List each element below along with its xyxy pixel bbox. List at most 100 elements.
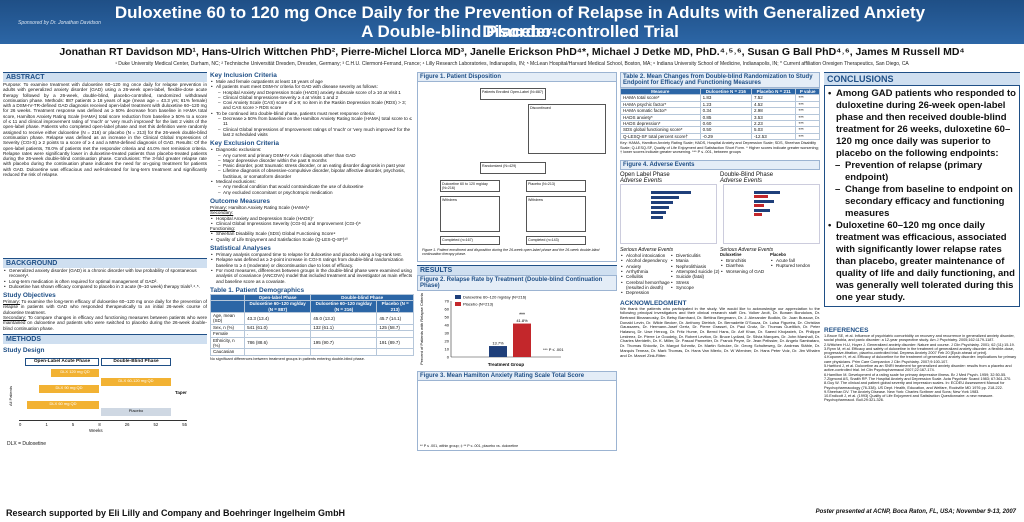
- weeks-ticks: 0 1 5 8 26 52 55: [19, 422, 187, 427]
- dlx-box: Duloxetine 60 to 120 mg/day (N=216): [440, 180, 500, 192]
- open-label-phase-label: Open-Label Acute Phase: [25, 357, 99, 366]
- column-1: ABSTRACT Purpose: To examine treatment w…: [3, 72, 207, 504]
- legend-label: Duloxetine 60–120 mg/day (N=216): [463, 295, 527, 300]
- fig4-left-sub: Adverse Events: [620, 178, 663, 185]
- outcome-secondary-label: Secondary:: [210, 210, 234, 216]
- background-heading: BACKGROUND: [3, 258, 207, 268]
- footer-funding: Research supported by Eli Lilly and Comp…: [6, 508, 346, 518]
- exclusion-item: Diagnostic exclusions:: [210, 147, 414, 153]
- statistical-item: For most measures, differences between g…: [210, 268, 414, 284]
- reference-item: 3.Rynn M, et al. Efficacy and safety of …: [824, 346, 1014, 356]
- exclusion-sub: Lifetime diagnosis of obsessive-compulsi…: [210, 168, 414, 179]
- statistical-item: Primary analysis compared time to relaps…: [210, 252, 414, 258]
- fig3-chart-area: ** P ≤ .001, within group; ‡ ** P ≤ .001…: [417, 381, 617, 451]
- table1-col: Duloxetine 60–120 mg/day (N = 887): [244, 300, 312, 314]
- fig3-title: Figure 3. Mean Hamilton Anxiety Rating S…: [417, 371, 617, 381]
- sa-right-title: Serious Adverse Events: [720, 247, 774, 254]
- reference-item: 10.Endicott J, et al. (1993) Quality of …: [824, 394, 994, 403]
- y-tick-label: 40: [445, 323, 450, 328]
- continuation-dlx: DLX 60-120 mg QD: [101, 377, 171, 386]
- table1-col: Duloxetine 60–120 mg/day (N = 216): [310, 300, 378, 314]
- column-2: Key Inclusion Criteria Male and female o…: [210, 72, 414, 504]
- outcome-primary: Hamilton Anxiety Rating Scale (HAMA)⁶: [228, 204, 310, 210]
- table1-group: Open-label Phase: [244, 293, 312, 302]
- secondary-label: Secondary:: [3, 315, 27, 321]
- objectives-heading: Study Objectives: [3, 292, 56, 300]
- continuation-placebo: Placebo: [101, 407, 171, 416]
- taper-label: Taper: [175, 389, 187, 395]
- references-heading: REFERENCES: [824, 327, 869, 334]
- week-tick: 1: [45, 421, 48, 427]
- functioning-label: Functioning:: [210, 226, 236, 232]
- background-item: Generalized anxiety disorder (GAD) is a …: [3, 268, 207, 279]
- conclusion-sub: Change from baseline to endpoint on seco…: [827, 184, 1017, 220]
- reference-item: 2.Wittchen H-U, Hoyer J. Generalized anx…: [824, 342, 1015, 347]
- y-axis-label: Percent of Patients with Relapse Criteri…: [419, 292, 424, 365]
- results-heading: RESULTS: [417, 265, 617, 275]
- withdrew-pbo-box: Withdrew: [526, 196, 586, 232]
- table-row: SDS global functioning score* 0.50 5.03 ***: [620, 126, 820, 134]
- y-tick-label: 20: [445, 339, 450, 344]
- table1-note: No significant differences between treat…: [210, 356, 365, 361]
- y-tick-label: 60: [445, 307, 450, 312]
- relapse-bar-chart: 0 10 20 30 40 50 60 70 Percent of Patients with …: [419, 292, 564, 367]
- inclusion-sub: Covi Anxiety Scale (CAS) score of ≥ 9; n…: [210, 100, 414, 111]
- inclusion-item: To be continued into double-blind phase,…: [210, 111, 414, 117]
- methods-heading: METHODS: [3, 333, 207, 344]
- arm-120: DLX 120 mg QD: [51, 368, 99, 377]
- exclusion-sub: Any medical condition that would contrai…: [210, 184, 414, 190]
- primary-label: Primary:: [3, 299, 21, 305]
- ack-heading: ACKNOWLEDGMENT: [620, 299, 687, 307]
- arm-60: DLX 60 mg QD: [27, 400, 99, 409]
- reference-item: 4.Koponen H, et al. Efficacy of duloxeti…: [824, 355, 1017, 364]
- affiliations: ¹ Duke University Medical Center, Durham…: [115, 61, 909, 67]
- title-line-1: Duloxetine 60 to 120 mg Once Daily for t…: [114, 3, 926, 41]
- significance-marker: ***: [519, 313, 525, 319]
- fig1-title: Figure 1. Patient Disposition: [417, 72, 617, 82]
- y-tick-label: 10: [445, 347, 450, 352]
- table2-note: Key: HAMA, Hamilton Anxiety Rating Scale…: [620, 141, 819, 154]
- secondary-objective: To compare changes in efficacy and funct…: [3, 315, 207, 331]
- conclusion-item: Among GAD patients who responded to dulo…: [827, 88, 1017, 160]
- title-line-2: A Double-blind Placebo-controlled Trial: [361, 22, 679, 41]
- inclusion-sub: Clinical Global Impressions of Improveme…: [210, 127, 414, 138]
- fig3-note: ** P ≤ .001, within group; ‡ ** P ≤ .001…: [420, 444, 519, 448]
- bar-value-label: 41.8%: [516, 318, 528, 323]
- fig4-bar-area: [620, 184, 820, 245]
- fig1-caption: Figure 1. Patient enrollment and disposi…: [422, 248, 600, 256]
- sa-left-title: Serious Adverse Events: [620, 247, 674, 254]
- statistical-item: Relapse was defined as ≥ 2-point increas…: [210, 257, 414, 268]
- exclusion-heading: Key Exclusion Criteria: [210, 140, 279, 148]
- reference-item: 6.Hamilton M. Development of a rating sc…: [824, 372, 1007, 377]
- study-design-diagram: Open-Label Acute Phase Double-Blind Phas…: [3, 356, 207, 456]
- dlx-note: DLX = Duloxetine: [7, 440, 47, 447]
- table-row: Caucasian: [210, 348, 414, 356]
- primary-objective: To examine the long-term efficacy of dul…: [3, 299, 207, 315]
- discontinued-ol-box: Discontinued: [528, 104, 606, 154]
- footer: Research supported by Eli Lilly and Comp…: [0, 507, 1024, 522]
- exclusion-sub: Any excluded concomitant or psychotropic…: [210, 190, 414, 196]
- outcome-secondary: Hospital Anxiety and Depression Scale (H…: [210, 216, 414, 222]
- week-tick: 0: [19, 421, 22, 427]
- background-item: Duloxetine has shown efficacy compared t…: [3, 284, 207, 290]
- reference-item: 5.Hartford J, et al. Duloxetine as an SN…: [824, 364, 1012, 373]
- fig4-left-title: Open Label Phase: [620, 172, 670, 179]
- conclusions-box: Among GAD patients who responded to dulo…: [824, 85, 1020, 307]
- week-tick: 55: [182, 421, 187, 427]
- table-row: Age, mean (SD) 43.3 (13.4) 45.0 (13.2) 45.7…: [210, 312, 414, 325]
- outcome-secondary: Clinical Global Impressions Severity (CG…: [210, 221, 414, 227]
- study-design-heading: Study Design: [3, 346, 45, 354]
- week-tick: 5: [71, 421, 75, 427]
- conclusion-item: Duloxetine 60–120 mg once daily treatmen…: [827, 220, 1017, 304]
- inclusion-sub: Clinical Global Impressions-Severity ≥ 4…: [210, 95, 414, 101]
- table1-col: Placebo (N = 213): [376, 300, 414, 314]
- exclusion-sub: Panic disorder, post traumatic stress di…: [210, 163, 414, 169]
- completed-pbo-box: Completed (n=143): [526, 236, 586, 245]
- demographics-table: Open-label Phase Double-blind Phase Dulox…: [210, 293, 414, 356]
- y-tick-label: 50: [445, 315, 450, 320]
- inclusion-item: Male and female outpatients at least 18 …: [210, 79, 414, 85]
- table2-title: Table 2. Mean Changes from Double-blind …: [620, 72, 820, 88]
- inclusion-sub: Decrease ≥ 50% from baseline on the Hami…: [210, 116, 414, 127]
- weeks-axis: [19, 419, 187, 421]
- exclusion-item: Medical exclusions:: [210, 179, 414, 185]
